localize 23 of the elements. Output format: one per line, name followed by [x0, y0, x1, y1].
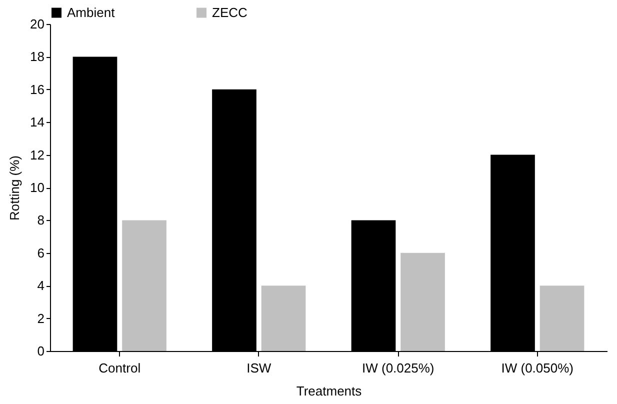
bar — [400, 252, 445, 351]
legend-label: Ambient — [67, 4, 116, 20]
legend-label: ZECC — [212, 4, 248, 20]
y-axis-title: Rotting (%) — [7, 155, 22, 221]
x-tick-label: IW (0.050%) — [501, 360, 574, 376]
y-tick-label: 4 — [37, 278, 44, 294]
x-tick-label: IW (0.025%) — [362, 360, 434, 376]
x-tick-label: Control — [98, 360, 141, 376]
bar — [540, 286, 584, 351]
x-axis-title: Treatments — [296, 384, 362, 398]
y-tick-label: 18 — [30, 49, 44, 64]
y-tick-label: 14 — [30, 114, 44, 130]
y-tick-label: 16 — [30, 82, 44, 97]
y-tick-label: 2 — [37, 310, 44, 326]
y-tick-label: 6 — [37, 245, 44, 260]
x-tick-label: ISW — [246, 360, 272, 376]
bar — [122, 220, 166, 351]
y-tick-label: 0 — [37, 344, 44, 358]
bar — [261, 286, 306, 351]
y-tick-label: 20 — [30, 16, 44, 32]
y-tick-label: 10 — [30, 180, 44, 195]
y-tick-label: 12 — [30, 147, 44, 162]
y-tick-label: 8 — [37, 212, 44, 228]
